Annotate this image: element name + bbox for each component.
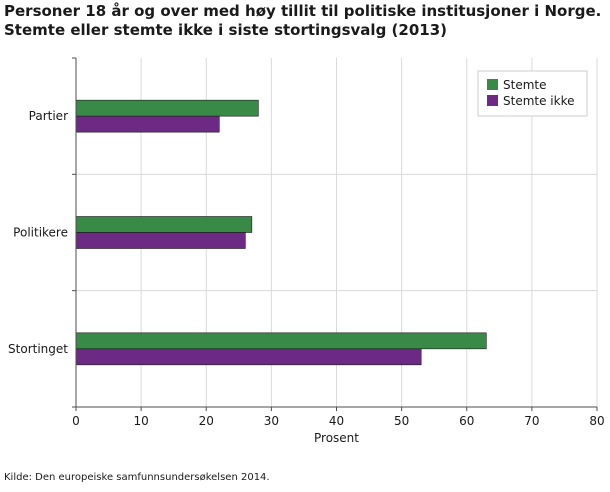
bar-partier-stemte [75,99,259,117]
chart-title: Personer 18 år og over med høy tillit ti… [4,2,604,40]
chart-title-line-1: Personer 18 år og over med høy tillit ti… [4,2,602,20]
bar-politikere-stemte-ikke [75,232,246,249]
legend-swatch-stemte [487,79,498,90]
chart-title-line-2: Stemte eller stemte ikke i siste stortin… [4,21,447,39]
x-tick-label-10: 10 [133,414,148,428]
legend-label-stemte-ikke: Stemte ikke [503,94,574,108]
bar-politikere-stemte [75,216,253,233]
legend-box [477,70,588,117]
bar-stortinget-stemte-ikke [75,348,422,366]
x-tick-label-70: 70 [524,414,539,428]
x-tick-label-30: 30 [264,414,279,428]
x-tick-label-0: 0 [72,414,80,428]
bar-stortinget-stemte [75,332,487,350]
x-tick-label-50: 50 [394,414,409,428]
source-note: Kilde: Den europeiske samfunnsundersøkel… [4,472,270,483]
x-tick-label-60: 60 [459,414,474,428]
y-tick-label-politikere: Politikere [13,226,68,240]
legend-label-stemte: Stemte [503,78,546,92]
x-tick-label-80: 80 [589,414,604,428]
x-tick-label-20: 20 [199,414,214,428]
y-tick-label-stortinget: Stortinget [8,342,68,356]
y-tick-label-partier: Partier [29,109,68,123]
x-axis-title: Prosent [314,431,359,445]
legend-swatch-stemte-ikke [487,95,498,106]
x-tick-label-40: 40 [329,414,344,428]
bar-partier-stemte-ikke [75,115,220,133]
